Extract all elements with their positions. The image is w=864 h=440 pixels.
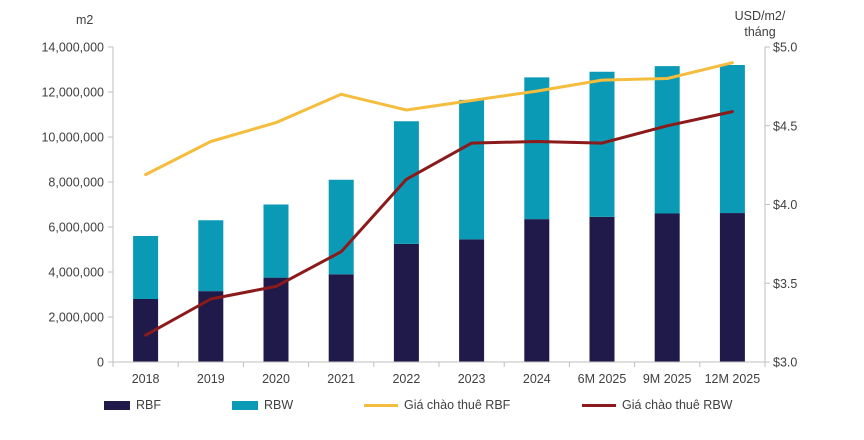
left-tick-label-2: 4,000,000 <box>48 266 104 280</box>
bar-rbf-9 <box>719 213 745 362</box>
x-tick-label-1: 2019 <box>197 372 225 386</box>
legend-item-price-rbw: Giá chào thuê RBW <box>582 398 732 412</box>
bar-rbw-4 <box>393 121 419 244</box>
bar-rbw-9 <box>719 65 745 214</box>
x-tick-label-3: 2021 <box>327 372 355 386</box>
bar-rbf-2 <box>263 277 289 362</box>
right-tick-label-2: $4.0 <box>773 198 797 212</box>
x-tick-label-0: 2018 <box>132 372 160 386</box>
bar-rbf-3 <box>328 274 354 362</box>
legend-swatch-price-rbw <box>582 403 616 407</box>
legend-label-price-rbw: Giá chào thuê RBW <box>622 398 733 412</box>
left-tick-label-0: 0 <box>97 356 104 370</box>
x-tick-label-6: 2024 <box>523 372 551 386</box>
right-tick-label-3: $4.5 <box>773 119 797 133</box>
legend-label-rbw: RBW <box>264 398 294 412</box>
x-tick-label-4: 2022 <box>392 372 420 386</box>
bar-rbw-0 <box>133 236 159 299</box>
left-axis-unit-label: m2 <box>76 13 93 27</box>
bars-layer <box>133 65 745 362</box>
line-series-3 <box>144 110 734 337</box>
right-tick-label-1: $3.5 <box>773 277 797 291</box>
bar-rbw-5 <box>459 99 485 240</box>
legend: RBF RBW Giá chào thuê RBF Giá chào thuê … <box>0 398 864 424</box>
left-tick-label-7: 14,000,000 <box>41 41 104 55</box>
line-series-2 <box>144 61 734 177</box>
x-tick-label-9: 12M 2025 <box>705 372 761 386</box>
bar-rbw-3 <box>328 179 354 275</box>
x-tick-label-2: 2020 <box>262 372 290 386</box>
bar-rbw-1 <box>198 220 224 292</box>
right-axis-unit-label-line-1: USD/m2/ <box>735 9 786 23</box>
right-axis-unit-label-line-2: tháng <box>744 25 775 39</box>
bar-rbf-8 <box>654 213 680 362</box>
left-tick-label-5: 10,000,000 <box>41 131 104 145</box>
left-tick-label-1: 2,000,000 <box>48 311 104 325</box>
legend-item-price-rbf: Giá chào thuê RBF <box>364 398 510 412</box>
legend-label-rbf: RBF <box>136 398 161 412</box>
right-tick-label-4: $5.0 <box>773 41 797 55</box>
legend-item-rbf: RBF <box>104 398 161 412</box>
x-tick-label-5: 2023 <box>458 372 486 386</box>
bar-rbf-5 <box>459 239 485 362</box>
bar-rbw-2 <box>263 204 289 278</box>
left-tick-label-4: 8,000,000 <box>48 176 104 190</box>
bar-rbf-1 <box>198 291 224 362</box>
legend-swatch-rbf <box>104 400 130 410</box>
lines-layer <box>144 61 734 337</box>
bar-rbf-4 <box>393 243 419 362</box>
bar-rbw-6 <box>524 77 550 220</box>
bar-rbw-8 <box>654 66 680 214</box>
right-tick-label-0: $3.0 <box>773 356 797 370</box>
bar-rbf-7 <box>589 216 615 362</box>
x-tick-label-8: 9M 2025 <box>643 372 692 386</box>
x-tick-label-7: 6M 2025 <box>578 372 627 386</box>
bar-rbf-6 <box>524 219 550 362</box>
legend-item-rbw: RBW <box>232 398 293 412</box>
legend-swatch-rbw <box>232 400 258 410</box>
left-tick-label-3: 6,000,000 <box>48 221 104 235</box>
left-tick-label-6: 12,000,000 <box>41 86 104 100</box>
legend-swatch-price-rbf <box>364 403 398 407</box>
axes-layer: 0 2,000,000 4,000,000 6,000,000 8,000,000 10,… <box>41 41 797 387</box>
legend-label-price-rbf: Giá chào thuê RBF <box>404 398 511 412</box>
